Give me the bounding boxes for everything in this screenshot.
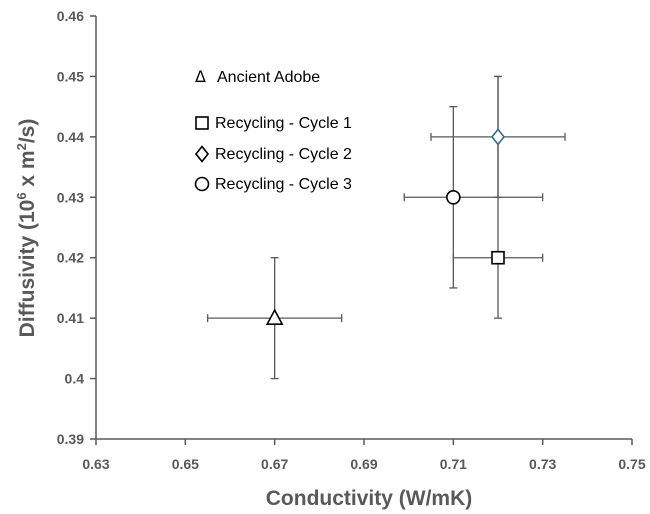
x-tick-labels: 0.63 0.65 0.67 0.69 0.71 0.73 0.75: [82, 456, 645, 472]
legend-marker-circle: [194, 176, 210, 192]
legend-label: Recycling - Cycle 1: [215, 115, 352, 132]
y-tick-labels: 0.39 0.4 0.41 0.42 0.43 0.44 0.45 0.46: [57, 8, 84, 447]
data-point-diamond: [490, 128, 506, 146]
x-tick-label: 0.71: [440, 456, 467, 472]
x-tick-label: 0.67: [261, 456, 288, 472]
data-markers: [265, 128, 506, 325]
y-tick-label: 0.46: [57, 8, 84, 24]
y-tick-label: 0.44: [57, 129, 84, 145]
legend: Δ Ancient Adobe Recycling - Cycle 1 Recyc…: [194, 67, 352, 193]
x-tick-label: 0.75: [618, 456, 645, 472]
y-tick-label: 0.42: [57, 250, 84, 266]
x-tick-label: 0.65: [172, 456, 199, 472]
data-point-circle: [446, 189, 461, 205]
y-tick-label: 0.39: [57, 431, 84, 447]
legend-label: Recycling - Cycle 3: [215, 176, 352, 193]
y-tick-label: 0.45: [57, 68, 84, 84]
legend-title-symbol: Δ: [195, 67, 206, 86]
x-axis-title: Conductivity (W/mK): [266, 487, 472, 510]
x-tick-label: 0.73: [529, 456, 556, 472]
data-point-square: [491, 250, 505, 265]
legend-title-label: Ancient Adobe: [217, 69, 320, 86]
y-axis-title: Diffusivity (106 x m2/s): [14, 119, 39, 338]
x-tick-label: 0.69: [350, 456, 377, 472]
legend-marker-square: [195, 116, 209, 130]
legend-marker-diamond: [194, 145, 210, 163]
y-tick-label: 0.4: [65, 371, 85, 387]
data-point-triangle: [265, 308, 284, 325]
error-bar-circle: [403, 105, 544, 289]
legend-label: Recycling - Cycle 2: [215, 146, 352, 163]
y-tick-label: 0.43: [57, 189, 84, 205]
y-tick-label: 0.41: [57, 310, 84, 326]
x-tick-label: 0.63: [82, 456, 109, 472]
axes: [90, 15, 633, 445]
